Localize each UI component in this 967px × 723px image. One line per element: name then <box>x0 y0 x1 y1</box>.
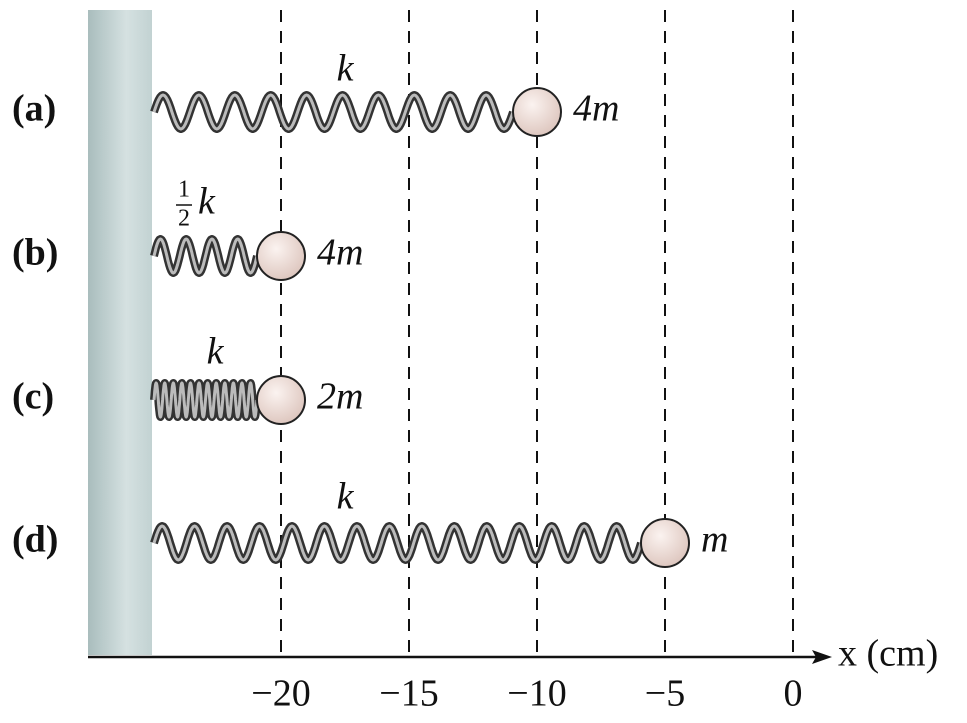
spring-label: k <box>337 48 355 90</box>
axis-label: x (cm) <box>838 633 938 675</box>
mass-label: 2m <box>317 376 363 418</box>
tick-label: −5 <box>645 673 685 715</box>
row-label: (a) <box>12 88 56 130</box>
tick-label: −15 <box>379 673 438 715</box>
wall <box>88 10 152 655</box>
spring-highlight <box>152 524 643 562</box>
tick-label: −20 <box>251 673 310 715</box>
mass-label: 4m <box>317 232 363 274</box>
axis-arrow <box>812 650 832 664</box>
mass-label: m <box>701 519 728 561</box>
spring-highlight <box>152 381 259 419</box>
mass <box>640 518 690 568</box>
mass <box>256 231 306 281</box>
spring-label: k <box>337 476 355 518</box>
spring-label: k <box>207 331 225 373</box>
tick-label: −10 <box>507 673 566 715</box>
spring-symbol: k <box>198 181 216 223</box>
row-label: (d) <box>12 519 58 561</box>
spring-numerator: 1 <box>178 177 190 203</box>
spring-denominator: 2 <box>178 206 190 232</box>
row-label: (c) <box>12 376 54 418</box>
mass <box>512 87 562 137</box>
mass <box>256 375 306 425</box>
row-label: (b) <box>12 232 58 274</box>
mass-label: 4m <box>573 88 619 130</box>
tick-label: 0 <box>784 673 803 715</box>
spring-highlight <box>152 93 515 131</box>
spring-highlight <box>152 237 259 275</box>
